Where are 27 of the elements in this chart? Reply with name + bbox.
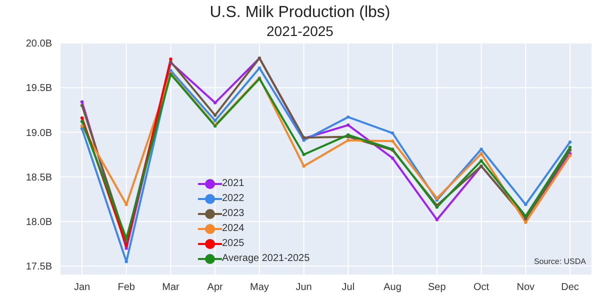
x-tick-label: Feb (118, 282, 136, 294)
legend-label: 2025 (222, 238, 244, 249)
x-tick-label: Dec (561, 282, 579, 294)
y-tick-label: 19.0B (26, 128, 52, 139)
x-tick-label: Mar (162, 282, 180, 294)
y-tick-label: 17.5B (26, 262, 52, 273)
x-tick-label: Jun (296, 282, 312, 294)
x-tick-label: Apr (207, 282, 224, 294)
x-tick-label: Nov (516, 282, 535, 294)
legend-label: Average 2021-2025 (222, 253, 310, 264)
annotation: Source: USDA (534, 257, 586, 266)
x-tick-label: Oct (473, 282, 490, 294)
legend-label: 2021 (222, 178, 244, 189)
x-tick-label: Aug (384, 282, 402, 294)
legend-label: 2023 (222, 208, 244, 219)
y-tick-label: 19.5B (26, 83, 52, 94)
x-tick-label: Sep (428, 282, 446, 294)
x-tick-label: Jul (342, 282, 355, 294)
chart-subtitle: 2021-2025 (266, 23, 334, 39)
y-tick-label: 20.0B (26, 38, 52, 50)
x-tick-label: May (250, 282, 269, 294)
x-tick-label: Jan (74, 282, 90, 294)
chart-title: U.S. Milk Production (lbs) (208, 4, 392, 22)
y-tick-label: 18.5B (26, 172, 52, 184)
legend-label: 2024 (222, 223, 244, 234)
y-tick-label: 18.0B (26, 217, 52, 228)
legend-label: 2022 (222, 193, 244, 204)
